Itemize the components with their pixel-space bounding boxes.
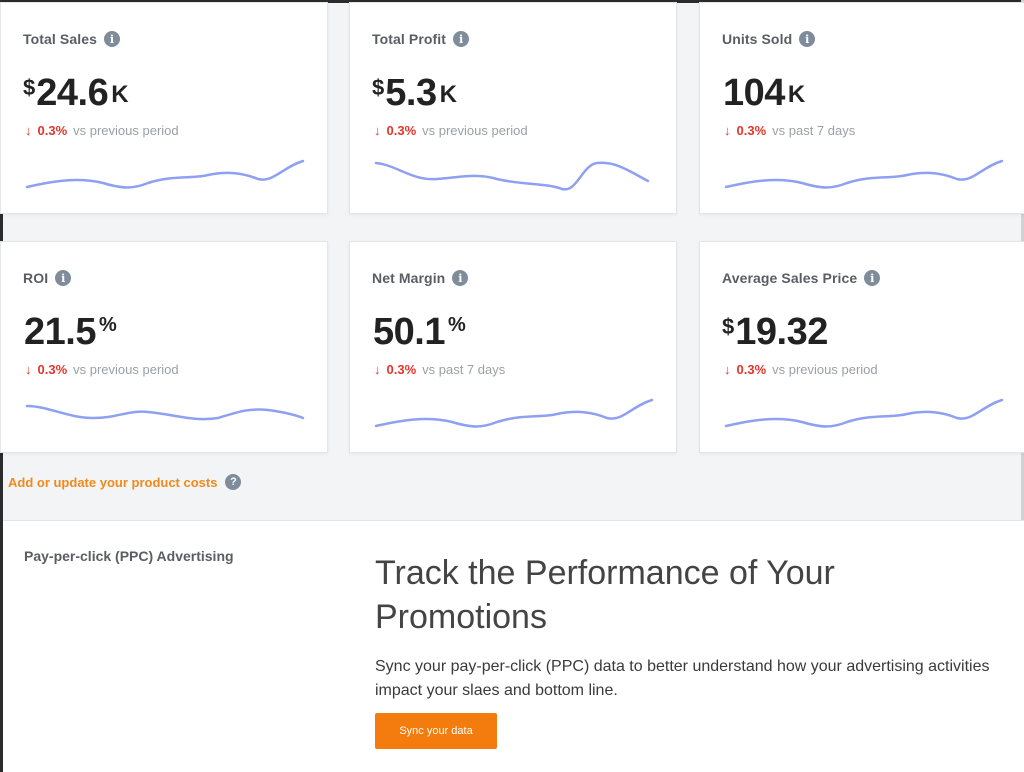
card-header: Units Sold i: [722, 31, 816, 47]
arrow-down-icon: ↓: [724, 362, 731, 377]
metric-card-total-sales: Total Sales i $ 24.6 K ↓ 0.3% vs previou…: [0, 2, 328, 214]
card-title: Net Margin: [372, 270, 446, 286]
card-header: Average Sales Price i: [722, 270, 881, 286]
card-title: ROI: [23, 270, 49, 286]
arrow-down-icon: ↓: [724, 123, 731, 138]
metric-card-average-sales-price: Average Sales Price i $ 19.32 ↓ 0.3% vs …: [699, 241, 1024, 453]
metric-number: 24.6: [36, 72, 109, 114]
metric-value: $ 5.3 K: [372, 71, 457, 115]
currency-prefix: $: [722, 314, 735, 339]
sparkline-path: [25, 404, 305, 421]
metric-value: 104 K: [722, 71, 805, 115]
metric-unit: K: [787, 81, 806, 108]
card-header: ROI i: [23, 270, 72, 286]
help-icon[interactable]: ?: [225, 474, 242, 490]
metric-card-total-profit: Total Profit i $ 5.3 K ↓ 0.3% vs previou…: [349, 2, 677, 214]
info-icon[interactable]: i: [55, 270, 72, 286]
sparkline-chart: [374, 161, 650, 191]
card-header: Total Profit i: [372, 31, 470, 47]
change-row: ↓ 0.3% vs past 7 days: [724, 123, 855, 138]
change-note: vs previous period: [772, 362, 878, 377]
info-icon[interactable]: i: [453, 31, 470, 47]
change-row: ↓ 0.3% vs previous period: [724, 362, 878, 377]
card-title: Total Sales: [23, 31, 97, 47]
change-row: ↓ 0.3% vs previous period: [374, 123, 528, 138]
sparkline-chart: [25, 159, 305, 189]
promo-heading: Track the Performance of Your Promotions: [375, 554, 835, 636]
arrow-down-icon: ↓: [374, 362, 381, 377]
sparkline-chart: [374, 398, 654, 428]
sparkline-chart: [25, 404, 305, 421]
change-row: ↓ 0.3% vs previous period: [25, 123, 179, 138]
card-title: Average Sales Price: [722, 270, 858, 286]
card-title: Total Profit: [372, 31, 447, 47]
arrow-down-icon: ↓: [25, 123, 32, 138]
ppc-advertising-panel: Pay-per-click (PPC) Advertising Track th…: [3, 520, 1024, 772]
change-value: 0.3%: [37, 123, 68, 138]
arrow-down-icon: ↓: [374, 123, 381, 138]
change-value: 0.3%: [736, 362, 767, 377]
change-note: vs previous period: [73, 123, 179, 138]
window-top-edge: [0, 0, 1024, 3]
metric-card-units-sold: Units Sold i 104 K ↓ 0.3% vs past 7 days: [699, 2, 1024, 214]
card-title: Units Sold: [722, 31, 793, 47]
sparkline-path: [25, 159, 305, 189]
arrow-down-icon: ↓: [25, 362, 32, 377]
sparkline-path: [724, 398, 1004, 428]
metric-value: 50.1 %: [372, 310, 466, 354]
product-costs-link-row: Add or update your product costs ?: [8, 474, 242, 490]
card-header: Total Sales i: [23, 31, 120, 47]
metric-number: 104: [723, 72, 785, 114]
metric-card-roi: ROI i 21.5 % ↓ 0.3% vs previous period: [0, 241, 328, 453]
metric-value: 21.5 %: [23, 310, 117, 354]
metric-unit: K: [111, 81, 129, 108]
sparkline-path: [374, 161, 650, 191]
change-note: vs past 7 days: [422, 362, 506, 377]
currency-prefix: $: [372, 75, 385, 100]
sparkline-path: [724, 159, 1004, 189]
sync-data-button[interactable]: Sync your data: [375, 713, 497, 749]
change-row: ↓ 0.3% vs past 7 days: [374, 362, 505, 377]
sparkline-path: [374, 398, 654, 428]
sparkline-chart: [724, 398, 1004, 428]
info-icon[interactable]: i: [103, 31, 120, 47]
metric-number: 19.32: [735, 311, 828, 353]
metric-number: 5.3: [385, 72, 437, 114]
metric-unit: %: [447, 314, 466, 336]
metric-unit: %: [98, 314, 117, 336]
metric-number: 21.5: [24, 311, 96, 353]
change-value: 0.3%: [386, 362, 417, 377]
change-note: vs previous period: [73, 362, 179, 377]
change-note: vs previous period: [422, 123, 528, 138]
change-value: 0.3%: [37, 362, 68, 377]
change-value: 0.3%: [736, 123, 767, 138]
sparkline-chart: [724, 159, 1004, 189]
card-header: Net Margin i: [372, 270, 469, 286]
info-icon[interactable]: i: [864, 270, 881, 286]
change-note: vs past 7 days: [772, 123, 856, 138]
currency-prefix: $: [23, 75, 36, 100]
change-row: ↓ 0.3% vs previous period: [25, 362, 179, 377]
metric-card-net-margin: Net Margin i 50.1 % ↓ 0.3% vs past 7 day…: [349, 241, 677, 453]
metric-value: $ 19.32: [722, 310, 831, 354]
info-icon[interactable]: i: [799, 31, 816, 47]
info-icon[interactable]: i: [452, 270, 469, 286]
metric-value: $ 24.6 K: [23, 71, 129, 115]
change-value: 0.3%: [386, 123, 417, 138]
promo-description: Sync your pay-per-click (PPC) data to be…: [375, 658, 990, 699]
metric-number: 50.1: [373, 311, 445, 353]
ppc-section-title: Pay-per-click (PPC) Advertising: [24, 548, 234, 564]
metric-unit: K: [439, 81, 457, 108]
add-product-costs-link[interactable]: Add or update your product costs: [8, 474, 218, 490]
